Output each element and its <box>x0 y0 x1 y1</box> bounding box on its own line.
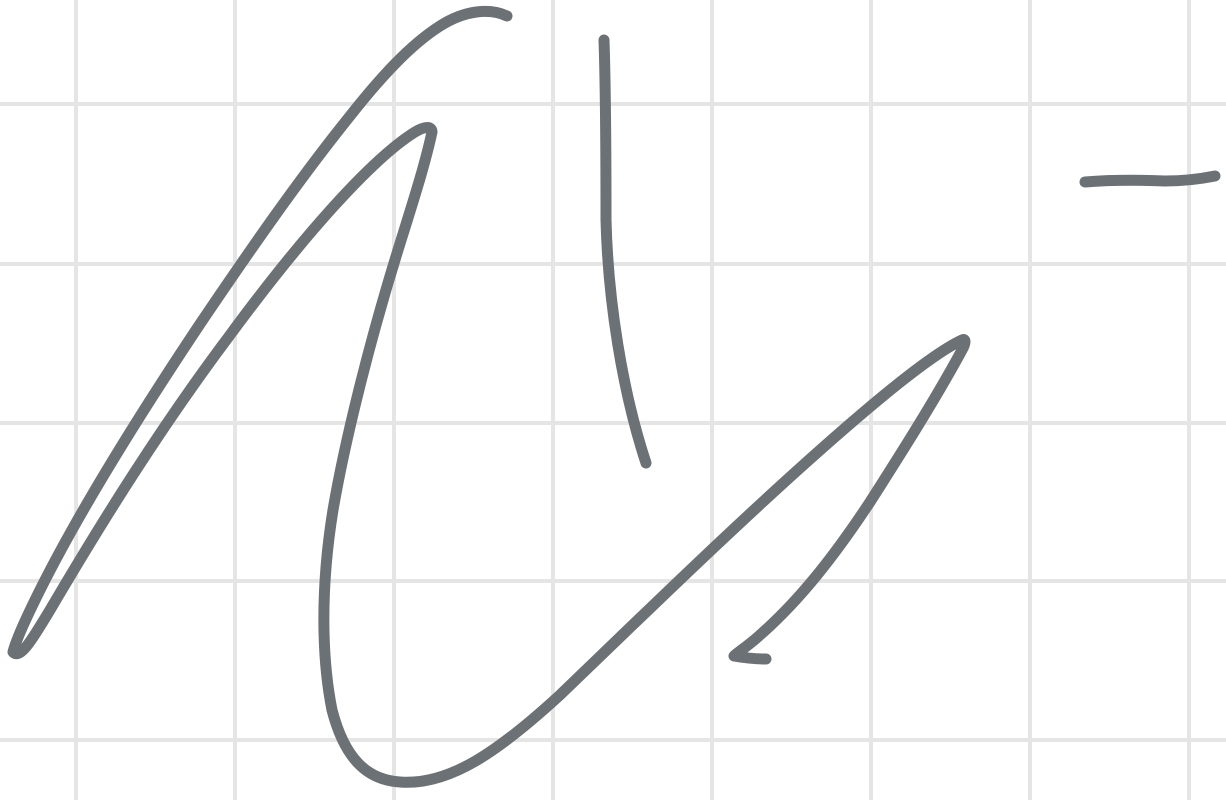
stroke-long-loop <box>7 5 971 788</box>
stroke-dash <box>1079 170 1221 188</box>
ink-strokes <box>7 5 1221 788</box>
stroke-vertical <box>598 34 652 469</box>
